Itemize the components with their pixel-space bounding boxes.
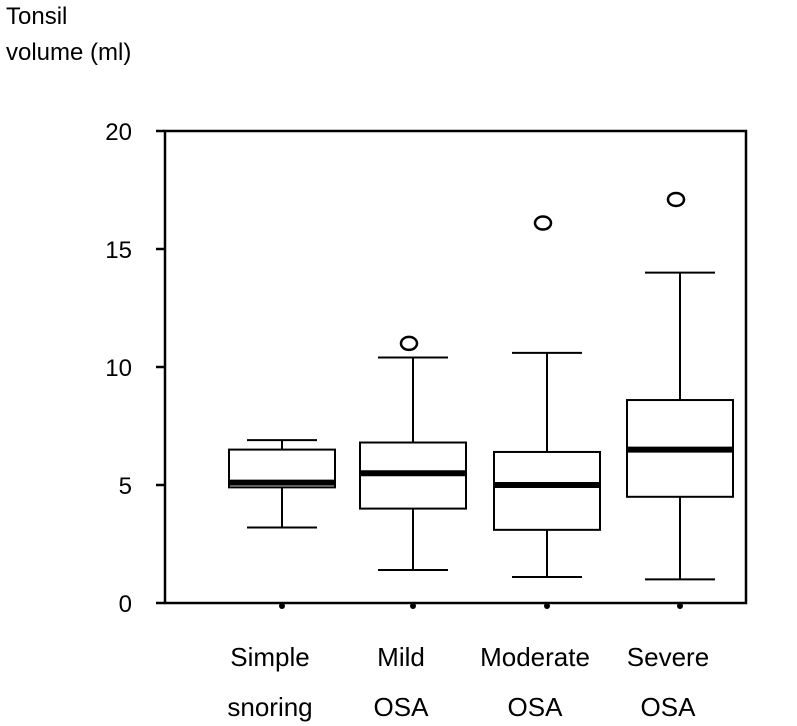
- category-label-2-line1: Mild: [377, 642, 425, 672]
- y-tick-label-5: 5: [119, 473, 132, 500]
- x-tick-1: [279, 603, 285, 609]
- box-3-iqr: [493, 450, 601, 531]
- plot-frame: [163, 129, 748, 605]
- category-label-1-line2: snoring: [227, 692, 312, 722]
- category-label-4-line1: Severe: [627, 642, 709, 672]
- y-axis-label-line1: Tonsil: [6, 3, 68, 30]
- box-4-outlier-1: [666, 191, 686, 208]
- box-3-outlier-1: [533, 215, 553, 231]
- box-2-outlier-1: [399, 335, 419, 352]
- category-label-2-line2: OSA: [374, 692, 430, 722]
- y-tick-label-0: 0: [119, 591, 132, 618]
- category-label-4-line2: OSA: [641, 692, 697, 722]
- x-tick-3: [544, 603, 550, 609]
- x-tick-4: [677, 603, 683, 609]
- y-tick-label-20: 20: [105, 119, 132, 146]
- y-axis-label-line2: volume (ml): [6, 39, 132, 66]
- x-tick-2: [410, 603, 416, 609]
- y-tick-label-10: 10: [105, 355, 132, 382]
- category-label-1-line1: Simple: [230, 642, 309, 672]
- category-label-3-line2: OSA: [508, 692, 564, 722]
- y-tick-label-15: 15: [105, 237, 132, 264]
- category-label-3-line1: Moderate: [480, 642, 590, 672]
